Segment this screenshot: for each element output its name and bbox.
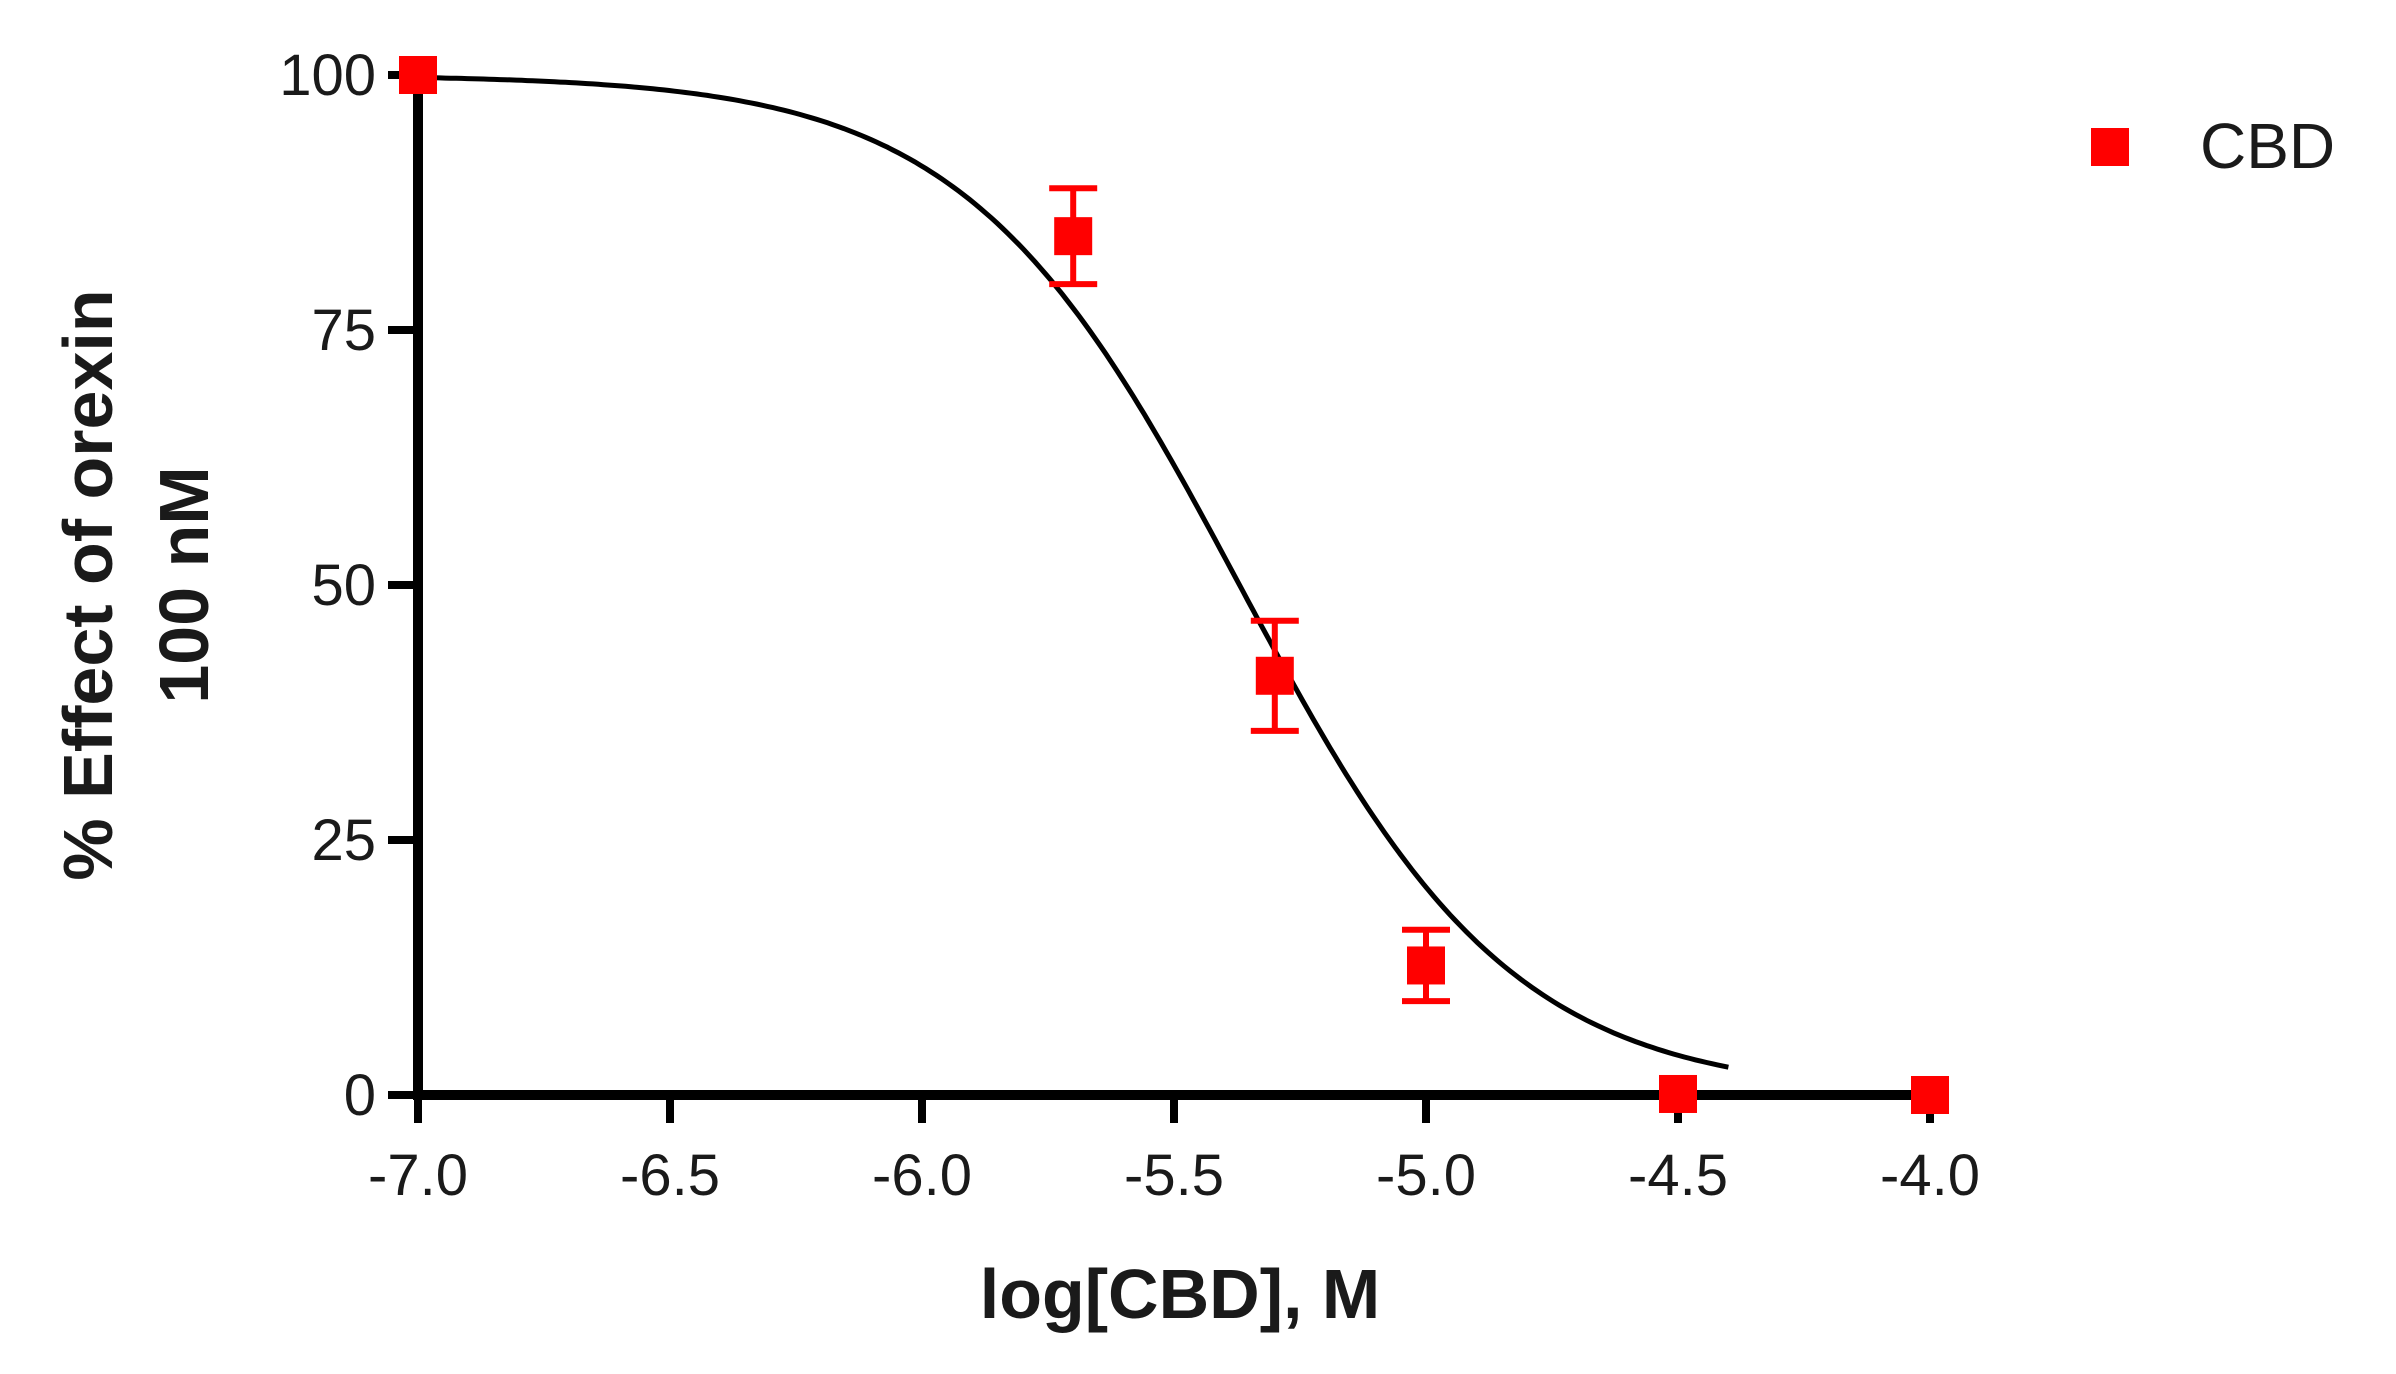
y-tick-label: 75 (311, 298, 376, 363)
x-tick-label: -4.5 (1628, 1143, 1728, 1208)
data-point-cbd (1911, 1076, 1949, 1114)
axes (413, 75, 1933, 1100)
y-ticks: 0 25 50 75 100 (279, 43, 418, 1128)
x-tick-label: -7.0 (368, 1143, 468, 1208)
x-tick-label: -4.0 (1880, 1143, 1980, 1208)
y-tick-label: 0 (344, 1063, 376, 1128)
x-ticks: -7.0 -6.5 -6.0 -5.5 -5.0 -4.5 -4.0 (368, 1095, 1980, 1208)
error-bars (1049, 185, 1450, 1005)
fit-curve (417, 75, 1729, 1070)
y-axis-title-line-1: % Effect of orexin (49, 289, 127, 880)
data-point-cbd (1659, 1074, 1697, 1113)
y-tick-label: 100 (279, 43, 376, 108)
data-point-cbd (399, 56, 437, 94)
x-tick-label: -5.5 (1124, 1143, 1224, 1208)
data-point-cbd (1407, 946, 1445, 985)
legend-marker-cbd (2091, 128, 2129, 166)
data-points (399, 56, 1949, 1114)
legend-label-cbd: CBD (2200, 110, 2335, 182)
legend: CBD (2091, 110, 2335, 182)
y-axis-title: % Effect of orexin 100 nM (49, 289, 223, 880)
x-axis-title: log[CBD], M (980, 1255, 1380, 1333)
x-tick-label: -6.5 (620, 1143, 720, 1208)
y-tick-label: 50 (311, 553, 376, 618)
x-tick-label: -5.0 (1376, 1143, 1476, 1208)
data-point-cbd (1054, 217, 1093, 256)
data-point-cbd (1255, 656, 1294, 695)
y-axis-title-line-2: 100 nM (145, 466, 223, 703)
x-tick-label: -6.0 (872, 1143, 972, 1208)
y-tick-label: 25 (311, 808, 376, 873)
